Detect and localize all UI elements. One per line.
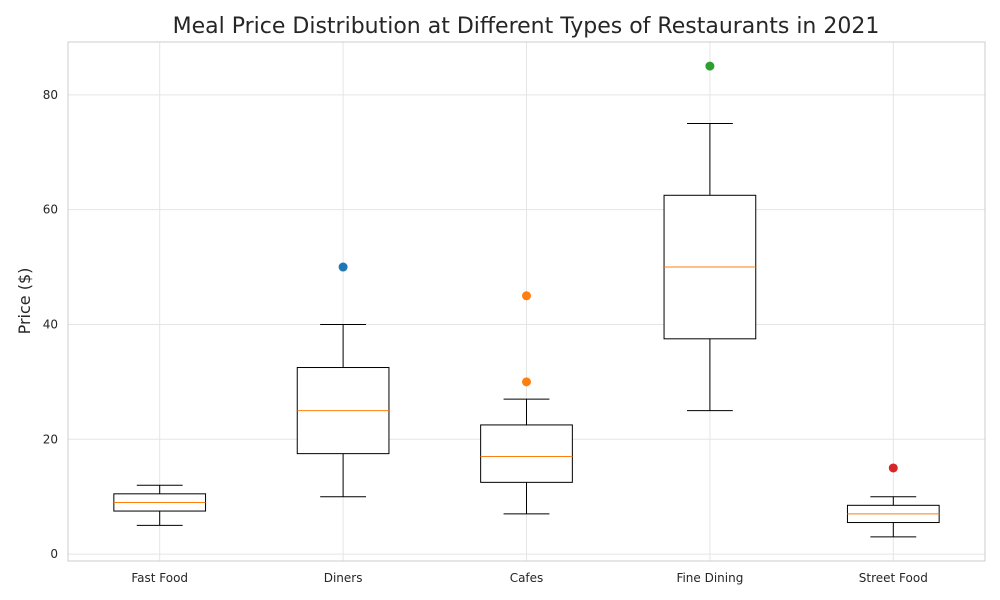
outlier-point [338, 262, 348, 272]
plot-frame [67, 41, 986, 562]
outlier-point [522, 291, 531, 301]
chart-title: Meal Price Distribution at Different Typ… [173, 14, 880, 39]
y-tick-label: 60 [43, 203, 58, 217]
y-tick-label: 20 [43, 432, 58, 446]
y-tick-label: 80 [43, 88, 58, 102]
x-tick-label: Diners [324, 571, 363, 585]
y-axis-label: Price ($) [15, 268, 34, 335]
tick-layer: 0 20 40 60 80 Fast Food Diners Cafes Fine Dining… [43, 88, 928, 585]
plot-layer [113, 61, 940, 538]
x-tick-label: Fine Dining [676, 571, 743, 585]
x-tick-label: Street Food [859, 571, 928, 585]
y-tick-label: 40 [43, 317, 58, 331]
outlier-point [888, 463, 898, 473]
x-tick-label: Fast Food [131, 571, 188, 585]
outlier-point [705, 61, 715, 71]
outlier-point [522, 377, 531, 387]
x-tick-label: Cafes [510, 571, 544, 585]
iqr-box [480, 424, 573, 483]
y-tick-label: 0 [50, 547, 58, 561]
